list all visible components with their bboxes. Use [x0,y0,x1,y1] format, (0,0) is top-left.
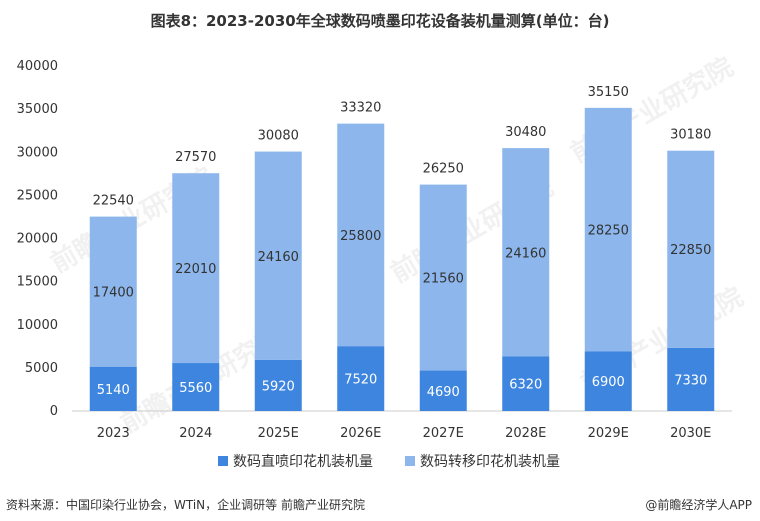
data-label-direct: 5560 [179,381,212,396]
y-tick-label: 40000 [17,59,58,74]
chart-title: 图表8：2023-2030年全球数码喷墨印花设备装机量测算(单位：台) [150,12,610,30]
data-label-total: 30480 [505,125,546,140]
data-label-total: 27570 [175,150,216,165]
data-label-total: 30180 [670,128,711,143]
data-label-transfer: 22010 [175,262,216,277]
data-label-transfer: 25800 [340,229,381,244]
brand-credit: @前瞻经济学人APP [645,498,752,512]
bar-transfer [254,151,302,360]
data-label-direct: 6320 [509,378,542,393]
data-label-direct: 5140 [97,383,130,398]
data-label-direct: 7330 [674,373,707,388]
bar-transfer [502,148,550,357]
bar-transfer [172,173,220,364]
bar-direct [172,363,220,411]
data-label-total: 22540 [93,194,134,209]
data-label-direct: 7520 [344,373,377,388]
data-label-total: 30080 [258,129,299,144]
bar-transfer [419,184,467,371]
legend-label: 数码直喷印花机装机量 [233,453,373,470]
data-label-transfer: 24160 [258,250,299,265]
x-tick-label: 2025E [258,426,299,441]
data-label-transfer: 22850 [670,243,711,258]
bar-transfer [337,123,385,347]
y-tick-label: 20000 [17,232,58,247]
y-tick-label: 5000 [25,361,58,376]
bar-direct [502,356,550,411]
bar-direct [419,370,467,411]
y-tick-label: 35000 [17,102,58,117]
bar-transfer [584,107,632,352]
data-label-direct: 6900 [592,375,625,390]
legend-label: 数码转移印花机装机量 [420,454,560,470]
data-label-transfer: 28250 [588,224,629,239]
y-tick-label: 10000 [17,318,58,333]
bar-direct [584,351,632,411]
x-tick-label: 2027E [423,426,464,441]
x-tick-label: 2028E [505,426,546,441]
x-tick-label: 2023 [97,426,130,441]
x-tick-label: 2029E [588,426,629,441]
bar-direct [89,366,137,411]
data-label-direct: 5920 [262,379,295,394]
data-label-total: 35150 [588,85,629,100]
y-tick-label: 0 [50,404,58,419]
bar-direct [254,359,302,411]
x-tick-label: 2026E [340,426,381,441]
y-tick-label: 30000 [17,145,58,160]
bar-direct [667,347,715,411]
data-label-direct: 4690 [427,385,460,400]
y-tick-label: 25000 [17,188,58,203]
data-label-transfer: 24160 [505,246,546,261]
data-label-total: 26250 [423,162,464,177]
bar-direct [337,346,385,411]
legend-swatch [405,456,415,466]
data-label-transfer: 17400 [93,286,134,301]
legend-swatch [218,456,228,466]
data-label-total: 33320 [340,101,381,116]
y-tick-label: 15000 [17,275,58,290]
data-label-transfer: 21560 [423,272,464,287]
bar-transfer [89,216,137,367]
x-tick-label: 2030E [670,426,711,441]
bar-transfer [667,150,715,348]
source-note: 资料来源：中国印染行业协会，WTiN，企业调研等 前瞻产业研究院 [6,498,365,512]
x-tick-label: 2024 [179,426,212,441]
